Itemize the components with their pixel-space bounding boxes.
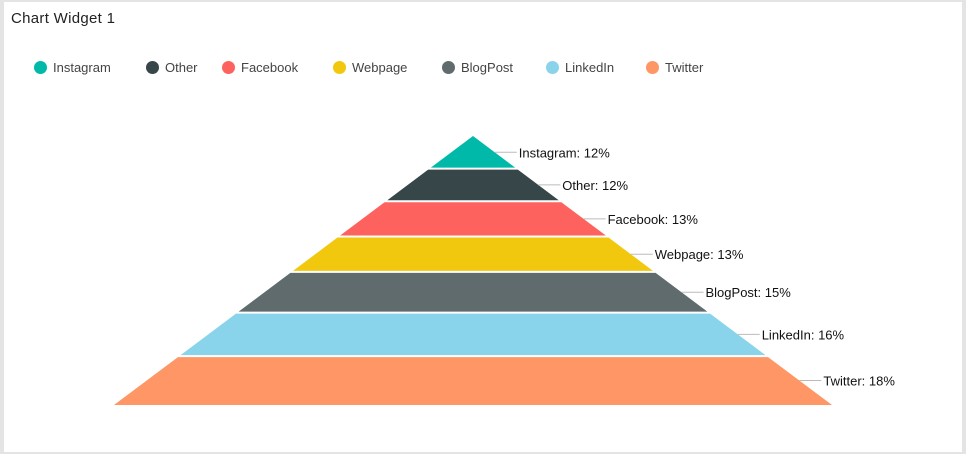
pyramid-segment-twitter[interactable] <box>114 357 832 405</box>
legend-item-webpage[interactable]: Webpage <box>333 60 407 75</box>
data-label-linkedin: LinkedIn: 16% <box>762 327 845 342</box>
chart-legend: Instagram Other Facebook Webpage BlogPost Lin… <box>4 60 962 80</box>
legend-item-facebook[interactable]: Facebook <box>222 60 298 75</box>
pyramid-segment-linkedin[interactable] <box>180 313 766 356</box>
pyramid-segment-facebook[interactable] <box>340 202 606 236</box>
legend-label: Webpage <box>352 60 408 75</box>
pyramid-segment-other[interactable] <box>387 169 559 201</box>
legend-item-instagram[interactable]: Instagram <box>34 60 111 75</box>
legend-marker <box>146 61 159 74</box>
pyramid-chart: Instagram: 12% Other: 12% Facebook: 13% Web… <box>114 136 895 405</box>
data-label-instagram: Instagram: 12% <box>519 145 610 160</box>
data-label-blogpost: BlogPost: 15% <box>706 285 792 300</box>
pyramid-segment-instagram[interactable] <box>430 136 516 168</box>
legend-label: LinkedIn <box>565 60 615 75</box>
legend-marker <box>546 61 559 74</box>
legend-item-blogpost[interactable]: BlogPost <box>442 60 513 75</box>
legend-marker <box>333 61 346 74</box>
chart-widget: Chart Widget 1 Instagram Other Facebook Web… <box>4 2 962 452</box>
legend-marker <box>646 61 659 74</box>
legend-marker <box>222 61 235 74</box>
legend-item-twitter[interactable]: Twitter <box>646 60 703 75</box>
data-label-webpage: Webpage: 13% <box>655 247 744 262</box>
legend-marker <box>442 61 455 74</box>
legend-label: BlogPost <box>461 60 514 75</box>
data-label-other: Other: 12% <box>562 178 628 193</box>
widget-title: Chart Widget 1 <box>11 10 116 27</box>
legend-item-linkedin[interactable]: LinkedIn <box>546 60 614 75</box>
data-label-twitter: Twitter: 18% <box>823 374 895 389</box>
legend-label: Instagram <box>53 60 111 75</box>
legend-item-other[interactable]: Other <box>146 60 198 75</box>
pyramid-segment-webpage[interactable] <box>293 237 653 271</box>
legend-marker <box>34 61 47 74</box>
legend-label: Other <box>165 60 198 75</box>
pyramid-segment-blogpost[interactable] <box>238 272 708 312</box>
data-label-facebook: Facebook: 13% <box>608 212 699 227</box>
legend-label: Facebook <box>241 60 299 75</box>
legend-label: Twitter <box>665 60 704 75</box>
